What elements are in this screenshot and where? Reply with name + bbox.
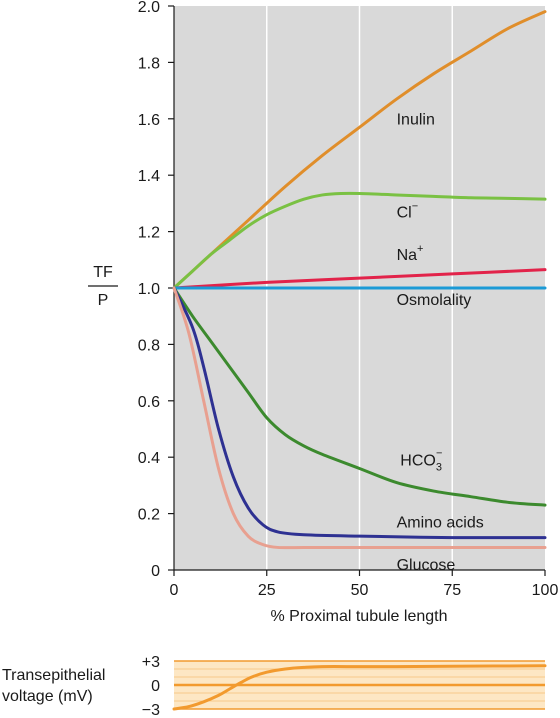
y-tick-label: 1.2 bbox=[138, 225, 160, 242]
series-line-amino-acids bbox=[172, 286, 547, 540]
series-label-text: Na bbox=[397, 247, 418, 264]
voltage-grid bbox=[174, 660, 545, 710]
series-label-text: Inulin bbox=[397, 111, 435, 128]
series-label-text: Cl bbox=[397, 205, 412, 222]
series-label-superscript: − bbox=[436, 448, 442, 460]
series-line-hco bbox=[172, 286, 547, 507]
voltage-y-tick-label: 0 bbox=[151, 678, 160, 695]
y-tick-label: 1.6 bbox=[138, 112, 160, 129]
voltage-axis-title-line1: Transepithelial bbox=[2, 667, 105, 684]
voltage-line bbox=[172, 664, 547, 711]
x-tick-label: 50 bbox=[351, 582, 369, 599]
y-axis-title-p: P bbox=[98, 292, 109, 309]
series-label-glucose: Glucose bbox=[397, 557, 456, 574]
voltage-y-tick-label: +3 bbox=[142, 654, 160, 671]
main-series bbox=[172, 10, 547, 550]
y-tick-label: 2.0 bbox=[138, 0, 160, 16]
voltage-y-ticks: +3 0 −3 bbox=[142, 654, 160, 718]
y-tick-label: 1.0 bbox=[138, 281, 160, 298]
series-line-inulin bbox=[172, 10, 547, 290]
series-label-amino-acids: Amino acids bbox=[397, 515, 484, 532]
main-y-ticks: 0 0.2 0.4 0.6 0.8 1.0 1.2 1.4 1.6 1.8 2.0 bbox=[138, 0, 174, 580]
y-tick-label: 1.8 bbox=[138, 55, 160, 72]
y-tick-label: 0 bbox=[151, 563, 160, 580]
series-label-text: HCO bbox=[400, 453, 436, 470]
series-label-text: Amino acids bbox=[397, 515, 484, 532]
x-tick-label: 75 bbox=[443, 582, 461, 599]
x-tick-label: 100 bbox=[532, 582, 559, 599]
series-line-cl bbox=[172, 191, 547, 290]
series-label-text: Glucose bbox=[397, 557, 456, 574]
series-line-na bbox=[172, 268, 547, 290]
series-label-hco: HCO3 − bbox=[400, 448, 442, 474]
series-label-osmolality: Osmolality bbox=[397, 292, 472, 309]
series-label-superscript: + bbox=[417, 243, 423, 255]
y-tick-label: 0.8 bbox=[138, 337, 160, 354]
series-label-cl: Cl− bbox=[397, 201, 419, 222]
series-label-text: Osmolality bbox=[397, 292, 472, 309]
y-tick-label: 1.4 bbox=[138, 168, 160, 185]
series-label-subscript: 3 bbox=[436, 462, 442, 474]
x-tick-label: 25 bbox=[258, 582, 276, 599]
x-axis-title: % Proximal tubule length bbox=[271, 608, 448, 625]
voltage-axis-title-line2: voltage (mV) bbox=[2, 688, 93, 705]
x-tick-label: 0 bbox=[170, 582, 179, 599]
series-line-glucose bbox=[172, 286, 547, 550]
series-label-inulin: Inulin bbox=[397, 111, 435, 128]
series-label-superscript: − bbox=[412, 201, 418, 213]
voltage-y-tick-label: −3 bbox=[142, 702, 160, 718]
y-tick-label: 0.6 bbox=[138, 394, 160, 411]
y-tick-label: 0.2 bbox=[138, 507, 160, 524]
y-tick-label: 0.4 bbox=[138, 450, 160, 467]
y-axis-title-tf: TF bbox=[93, 264, 113, 281]
main-x-ticks: 0 25 50 75 100 bbox=[170, 570, 559, 599]
voltage-series bbox=[172, 664, 547, 711]
series-label-na: Na+ bbox=[397, 243, 424, 264]
